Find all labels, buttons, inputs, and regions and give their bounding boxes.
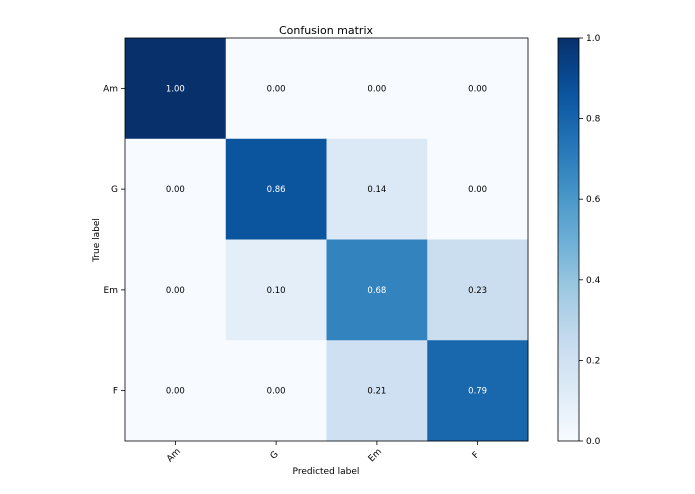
y-tick-label: F [113,387,118,397]
heatmap-cell [326,239,428,341]
heatmap-cell [326,340,428,442]
heatmap-cells [125,38,529,442]
colorbar-tick-label: 0.2 [586,356,600,366]
colorbar-tick-label: 0.4 [586,276,601,286]
x-tick-label: Em [367,447,384,464]
cell-value-label: 0.79 [468,387,487,397]
x-tick-label: G [269,450,281,462]
chart-title: Confusion matrix [279,24,374,37]
heatmap-cell [225,138,327,240]
heatmap-cell [125,340,227,442]
cell-value-label: 0.68 [367,286,386,296]
cell-value-label: 0.00 [267,387,286,397]
x-tick-label: F [471,450,482,461]
heatmap-cell [225,239,327,341]
cell-value-labels: 1.00 0.00 0.00 0.00 0.00 0.86 0.14 0.00 0.00 0.10… [166,84,487,396]
heatmap-cell [125,38,227,140]
colorbar-tick-label: 1.0 [586,34,601,44]
heatmap-cell [427,340,529,442]
heatmap-cell [326,38,428,140]
heatmap-cell [125,239,227,341]
cell-value-label: 0.00 [166,185,185,195]
cell-value-label: 1.00 [166,84,185,94]
colorbar-tick-label: 0.6 [586,195,601,205]
colorbar-ticks: 0.0 0.2 0.4 0.6 0.8 1.0 [579,34,601,447]
heatmap-cell [427,239,529,341]
heatmap-cell [225,38,327,140]
cell-value-label: 0.00 [166,387,185,397]
cell-value-label: 0.10 [267,286,286,296]
colorbar-tick-label: 0.8 [586,115,601,125]
cell-value-label: 0.00 [468,84,487,94]
x-axis-ticks: Am G Em F [165,441,482,465]
cell-value-label: 0.21 [367,387,386,397]
heatmap-cell [427,138,529,240]
heatmap-cell [427,38,529,140]
colorbar-tick-label: 0.0 [586,437,601,447]
heatmap-cell [326,138,428,240]
heatmap-cell [125,138,227,240]
x-axis-label: Predicted label [293,467,360,477]
x-tick-label: Am [165,447,183,465]
heatmap-cell [225,340,327,442]
cell-value-label: 0.00 [367,84,386,94]
cell-value-label: 0.00 [166,286,185,296]
cell-value-label: 0.00 [267,84,286,94]
y-axis-label: True label [92,218,102,263]
cell-value-label: 0.23 [468,286,487,296]
colorbar-frame [557,37,580,442]
y-axis-ticks: Am G Em F [103,84,125,397]
y-tick-label: Am [103,84,118,94]
colorbar [558,38,579,441]
plot-frame [124,37,529,442]
y-tick-label: G [111,185,118,195]
cell-value-label: 0.14 [367,185,386,195]
y-tick-label: Em [104,286,118,296]
cell-value-label: 0.00 [468,185,487,195]
cell-value-label: 0.86 [267,185,286,195]
